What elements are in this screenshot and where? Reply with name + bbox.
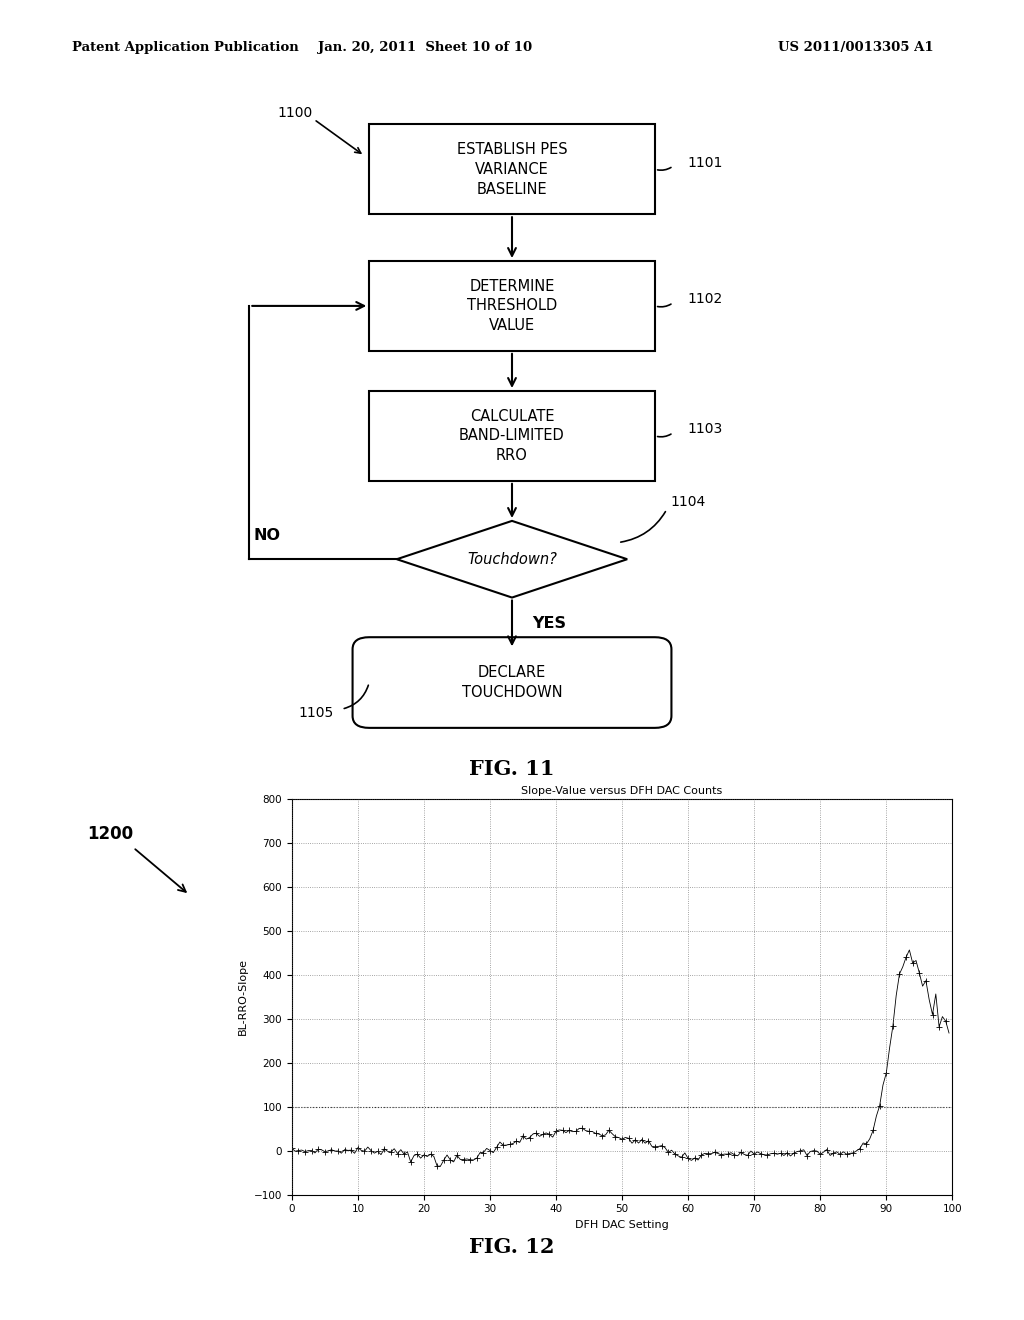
Text: NO: NO [254,528,281,543]
Text: Jan. 20, 2011  Sheet 10 of 10: Jan. 20, 2011 Sheet 10 of 10 [317,41,532,54]
Text: DETERMINE
THRESHOLD
VALUE: DETERMINE THRESHOLD VALUE [467,279,557,333]
Text: US 2011/0013305 A1: US 2011/0013305 A1 [778,41,934,54]
Polygon shape [397,521,627,598]
Text: 1102: 1102 [687,292,722,306]
Text: Patent Application Publication: Patent Application Publication [72,41,298,54]
Text: ESTABLISH PES
VARIANCE
BASELINE: ESTABLISH PES VARIANCE BASELINE [457,143,567,197]
Text: Touchdown?: Touchdown? [467,552,557,566]
Text: 1104: 1104 [671,495,706,510]
Text: FIG. 11: FIG. 11 [469,759,555,779]
FancyBboxPatch shape [369,124,655,214]
Text: FIG. 12: FIG. 12 [469,1237,555,1257]
FancyBboxPatch shape [369,261,655,351]
FancyBboxPatch shape [352,638,672,727]
X-axis label: DFH DAC Setting: DFH DAC Setting [575,1220,669,1230]
Text: YES: YES [532,616,566,631]
Y-axis label: BL-RRO-Slope: BL-RRO-Slope [239,958,248,1035]
Text: CALCULATE
BAND-LIMITED
RRO: CALCULATE BAND-LIMITED RRO [459,409,565,463]
Text: 1100: 1100 [276,107,312,120]
Text: 1103: 1103 [687,422,722,436]
Text: 1105: 1105 [298,706,334,721]
FancyBboxPatch shape [369,391,655,480]
Text: 1200: 1200 [87,825,133,843]
Text: DECLARE
TOUCHDOWN: DECLARE TOUCHDOWN [462,665,562,700]
Text: 1101: 1101 [687,156,723,169]
Title: Slope-Value versus DFH DAC Counts: Slope-Value versus DFH DAC Counts [521,787,723,796]
